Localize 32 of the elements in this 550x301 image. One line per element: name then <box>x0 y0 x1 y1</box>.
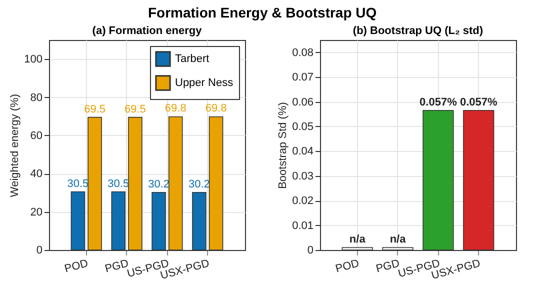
data-label: 69.5 <box>124 103 146 116</box>
chart-title: (a) Formation energy <box>92 25 203 37</box>
y-tick-label: 0.06 <box>292 96 314 108</box>
data-label: 69.8 <box>164 102 186 115</box>
data-label: 69.8 <box>205 102 227 115</box>
y-tick-label: 0 <box>307 244 314 256</box>
data-label: n/a <box>349 234 366 246</box>
legend-label: Tarbert <box>175 53 210 65</box>
y-tick-label: 100 <box>24 54 42 66</box>
data-label: 0.057% <box>460 96 498 108</box>
y-tick-label: 0 <box>36 244 42 256</box>
y-tick-label: 0.05 <box>292 120 314 133</box>
y-tick-label: 0.07 <box>292 72 314 84</box>
legend-label: Upper Ness <box>175 77 234 89</box>
y-tick-label: 0.08 <box>292 46 314 59</box>
y-tick-label: 0.02 <box>292 195 314 208</box>
data-label: 0.057% <box>420 96 458 108</box>
y-tick-label: 40 <box>30 168 42 180</box>
text: Formation Energy & Bootstrap UQ <box>148 4 377 20</box>
x-tick-label: POD <box>63 257 90 276</box>
y-tick-label: 0.03 <box>292 170 314 182</box>
y-tick-label: 20 <box>30 206 42 218</box>
y-tick-label: 0.04 <box>292 146 314 158</box>
data-label: n/a <box>390 234 407 246</box>
y-axis-title: Weighted energy (%) <box>9 94 22 198</box>
y-tick-label: 60 <box>30 130 42 142</box>
y-tick-label: 0.01 <box>292 220 314 232</box>
y-axis-title: Bootstrap Std (%) <box>277 102 290 189</box>
data-label: 69.5 <box>84 103 106 116</box>
chart-title: (b) Bootstrap UQ (L₂ std) <box>352 25 484 37</box>
x-tick-label: POD <box>334 257 361 276</box>
y-tick-label: 80 <box>30 92 42 104</box>
